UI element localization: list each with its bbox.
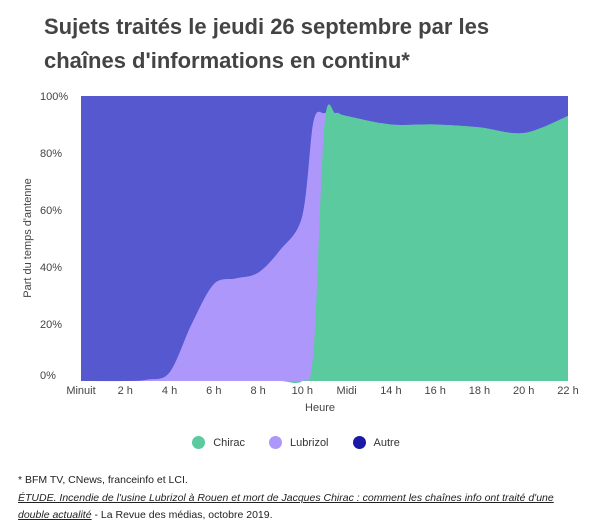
legend-item-autre[interactable]: Autre xyxy=(352,436,400,449)
x-tick-label: 4 h xyxy=(162,385,177,397)
source-suffix: - La Revue des médias, octobre 2019. xyxy=(91,509,273,521)
x-axis-label: Heure xyxy=(305,402,335,414)
x-tick-label: 22 h xyxy=(557,385,578,397)
source-link[interactable]: ÉTUDE. Incendie de l'usine Lubrizol à Ro… xyxy=(18,492,554,521)
area-chirac xyxy=(81,104,568,384)
x-tick-label: Midi xyxy=(337,385,357,397)
legend: Chirac Lubrizol Autre xyxy=(0,436,592,449)
x-tick-label: 16 h xyxy=(424,385,445,397)
area-layers xyxy=(81,96,568,384)
y-tick-label: 0% xyxy=(40,370,56,382)
legend-swatch-autre xyxy=(352,436,366,449)
x-tick-label: Minuit xyxy=(66,385,95,397)
x-tick-label: 2 h xyxy=(118,385,133,397)
y-tick-label: 100% xyxy=(40,91,68,103)
legend-item-lubrizol[interactable]: Lubrizol xyxy=(268,436,329,449)
legend-label-chirac: Chirac xyxy=(213,436,245,449)
x-axis: Minuit 2 h 4 h 6 h 8 h 10 h Midi 14 h 16 h 18 h 20… xyxy=(66,385,578,397)
x-tick-label: 8 h xyxy=(250,385,265,397)
legend-label-autre: Autre xyxy=(373,436,400,449)
y-tick-label: 20% xyxy=(40,319,62,331)
y-tick-label: 40% xyxy=(40,262,62,274)
x-tick-label: 20 h xyxy=(513,385,534,397)
legend-swatch-lubrizol xyxy=(268,436,282,449)
chart-title: Sujets traités le jeudi 26 septembre par… xyxy=(44,14,490,73)
source-line: ÉTUDE. Incendie de l'usine Lubrizol à Ro… xyxy=(18,490,578,524)
footnote: * BFM TV, CNews, franceinfo et LCI. xyxy=(18,474,188,486)
y-tick-label: 60% xyxy=(40,205,62,217)
legend-swatch-chirac xyxy=(192,436,206,449)
x-tick-label: 14 h xyxy=(380,385,401,397)
x-tick-label: 18 h xyxy=(469,385,490,397)
y-axis-label: Part du temps d'antenne xyxy=(22,178,34,298)
legend-label-lubrizol: Lubrizol xyxy=(289,436,329,449)
x-tick-label: 6 h xyxy=(206,385,221,397)
chart: 0% 20% 40% 60% 80% 100% Minuit 2 h 4 h 6 h 8 h 10 … xyxy=(22,91,579,414)
legend-item-chirac[interactable]: Chirac xyxy=(192,436,245,449)
x-tick-label: 10 h xyxy=(292,385,313,397)
y-axis: 0% 20% 40% 60% 80% 100% xyxy=(40,91,68,382)
y-tick-label: 80% xyxy=(40,148,62,160)
